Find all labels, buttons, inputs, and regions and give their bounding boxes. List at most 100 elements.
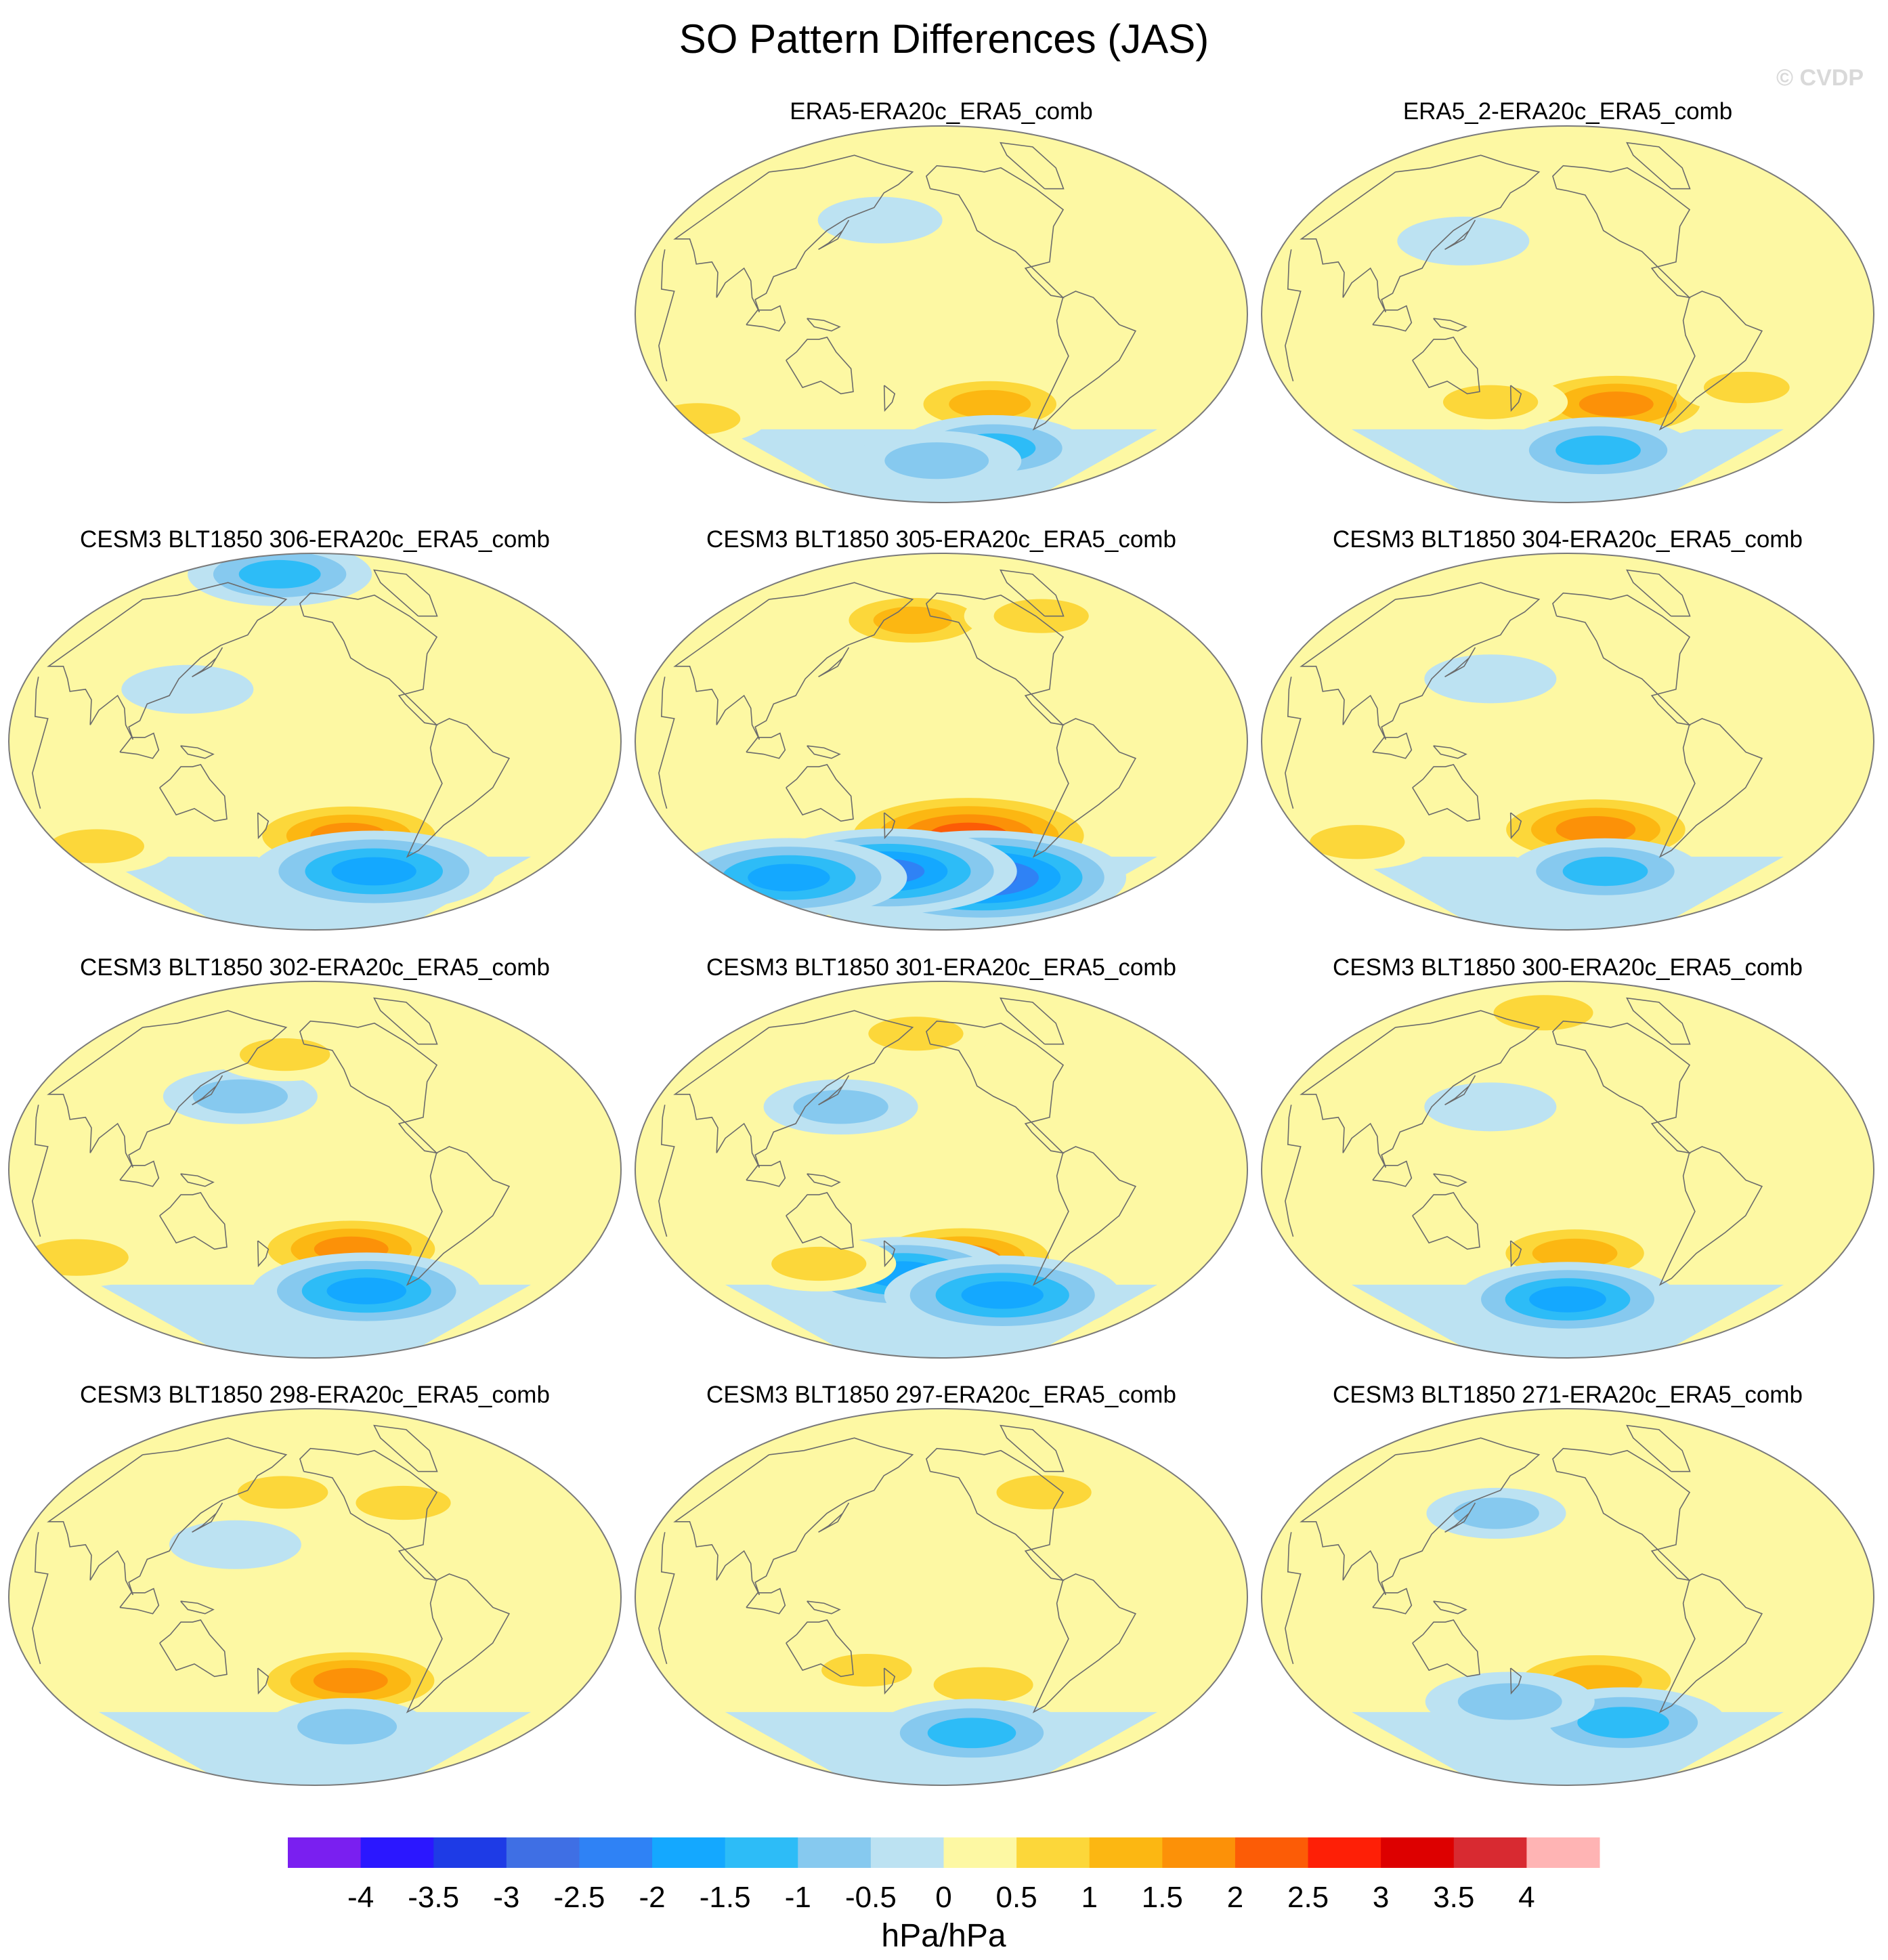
contour-level <box>961 1281 1044 1309</box>
panel-title: CESM3 BLT1850 297-ERA20c_ERA5_comb <box>706 1382 1176 1408</box>
contour-level <box>1424 654 1557 704</box>
contour-level <box>1424 1082 1557 1132</box>
colorbar-swatch <box>1381 1837 1455 1868</box>
contour-level <box>1556 815 1636 843</box>
coastline <box>818 647 850 677</box>
positive-anomaly <box>742 1236 897 1292</box>
coastline <box>1433 1600 1467 1615</box>
colorbar-tick-label: 4 <box>1518 1881 1535 1914</box>
panel-title: CESM3 BLT1850 298-ERA20c_ERA5_comb <box>80 1382 550 1408</box>
negative-anomaly <box>1426 1487 1566 1539</box>
negative-anomaly <box>872 1699 1072 1768</box>
contour-level <box>238 559 321 589</box>
coastline <box>159 1619 228 1678</box>
coastline <box>373 569 438 617</box>
map-panel: CESM3 BLT1850 304-ERA20c_ERA5_comb <box>1261 526 1874 931</box>
coastline <box>807 1173 841 1187</box>
colorbar-tick-label: 3.5 <box>1433 1881 1474 1914</box>
colorbar-swatch <box>652 1837 726 1868</box>
coastline <box>180 1600 215 1615</box>
contour-level <box>331 857 416 886</box>
map-border <box>635 125 1248 503</box>
coastline <box>1444 647 1476 677</box>
contour-level <box>993 599 1089 633</box>
coastline <box>1372 732 1413 759</box>
positive-anomaly <box>1677 362 1817 413</box>
contour-level <box>1703 371 1790 404</box>
panel-title: CESM3 BLT1850 306-ERA20c_ERA5_comb <box>80 526 550 553</box>
coastline <box>119 732 160 759</box>
positive-anomaly <box>1413 374 1568 430</box>
coastlines <box>658 1424 1137 1713</box>
map-panel: CESM3 BLT1850 297-ERA20c_ERA5_comb <box>635 1382 1248 1786</box>
colorbar-tick-label: -2.5 <box>554 1881 605 1914</box>
panel-title: CESM3 BLT1850 300-ERA20c_ERA5_comb <box>1333 954 1803 981</box>
panel-title: ERA5_2-ERA20c_ERA5_comb <box>1403 98 1732 125</box>
positive-anomaly <box>209 1466 357 1519</box>
negative-anomaly <box>121 664 254 714</box>
coastline <box>1658 718 1763 858</box>
colorbar: -4 -3.5 -3 -2.5 -2 -1.5 -1 -0.5 0 0.5 1 1.5 2 2.5 3 3.5… <box>288 1837 1600 1954</box>
coastline <box>746 305 786 332</box>
map-border <box>8 553 622 931</box>
coastline <box>1412 1192 1480 1250</box>
coastline <box>180 745 215 759</box>
colorbar-tick-label: 1.5 <box>1142 1881 1183 1914</box>
coastline <box>807 318 841 332</box>
coastline <box>299 1447 439 1581</box>
coastline <box>746 1160 786 1187</box>
positive-anomaly <box>838 1006 993 1062</box>
panel-title: CESM3 BLT1850 302-ERA20c_ERA5_comb <box>80 954 550 981</box>
map-panel: CESM3 BLT1850 305-ERA20c_ERA5_comb <box>635 526 1248 931</box>
contour-level <box>1493 995 1593 1031</box>
coastline <box>1658 1573 1763 1713</box>
negative-anomaly <box>1425 1671 1595 1732</box>
coastline <box>1433 1173 1467 1187</box>
map-panel: CESM3 BLT1850 271-ERA20c_ERA5_comb <box>1261 1382 1874 1786</box>
coastline <box>1285 249 1302 382</box>
coastline <box>673 1010 914 1168</box>
map-border <box>635 1408 1248 1786</box>
coastline <box>786 337 854 395</box>
contour-level <box>821 1653 912 1687</box>
positive-anomaly <box>964 588 1119 644</box>
contour-level <box>1529 1286 1606 1313</box>
coastline <box>1552 165 1692 299</box>
coastline <box>1000 997 1065 1045</box>
colorbar-swatch <box>579 1837 653 1868</box>
coastline <box>1626 569 1691 617</box>
contour-level <box>1577 1707 1669 1739</box>
coastline <box>180 1173 215 1187</box>
map-panel: CESM3 BLT1850 306-ERA20c_ERA5_comb <box>8 526 622 931</box>
coastline <box>1000 142 1065 190</box>
coastline <box>818 1502 850 1533</box>
coastline <box>1509 1667 1522 1695</box>
negative-anomaly <box>169 1520 301 1569</box>
coastline <box>1658 1146 1763 1286</box>
coastline <box>257 812 270 840</box>
coastline <box>159 1192 228 1250</box>
coastline <box>159 764 228 822</box>
coastline <box>1372 305 1413 332</box>
map-border <box>1261 553 1874 931</box>
map-panel: ERA5-ERA20c_ERA5_comb <box>635 98 1248 503</box>
coastline <box>786 1192 854 1250</box>
colorbar-swatch <box>725 1837 798 1868</box>
coastline <box>1444 1075 1476 1105</box>
coastline <box>1509 812 1522 840</box>
negative-anomaly <box>1509 838 1702 905</box>
main-title: SO Pattern Differences (JAS) <box>679 16 1209 62</box>
colorbar-swatch <box>1453 1837 1527 1868</box>
contour-level <box>884 442 989 480</box>
positive-anomaly <box>326 1475 481 1531</box>
contour-level <box>121 664 254 714</box>
colorbar-units: hPa/hPa <box>881 1918 1006 1954</box>
coastline <box>673 1437 914 1596</box>
negative-anomaly <box>1457 1262 1679 1337</box>
coastline <box>1412 764 1480 822</box>
colorbar-tick-label: 0 <box>935 1881 951 1914</box>
coastlines <box>32 1424 511 1713</box>
panel-grid: ERA5-ERA20c_ERA5_comb ERA5_2-ERA20c_ERA5_… <box>8 98 1874 1786</box>
coastline <box>119 1160 160 1187</box>
contour-level <box>1310 825 1405 859</box>
